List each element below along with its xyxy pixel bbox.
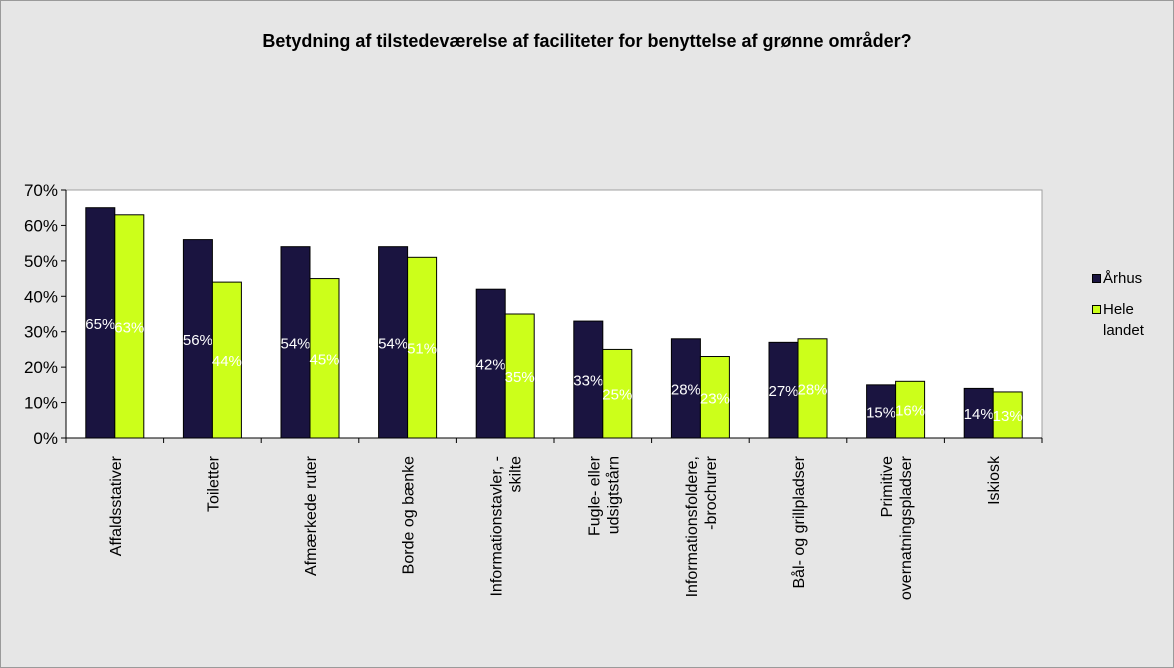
- x-tick-label: Borde og bænke: [401, 456, 418, 574]
- data-label: 33%: [573, 373, 603, 390]
- bar: [211, 281, 242, 439]
- bar: [963, 387, 994, 439]
- x-tick-label: Informationsfoldere,: [684, 456, 701, 597]
- data-label: 27%: [768, 383, 798, 400]
- bar: [182, 239, 213, 439]
- bar: [475, 288, 506, 439]
- x-tick-label: -brochurer: [703, 455, 720, 529]
- x-tick-label: Iskiosk: [986, 455, 1003, 505]
- x-tick-label: Affaldsstativer: [108, 455, 125, 556]
- data-label: 54%: [378, 335, 408, 352]
- y-tick-label: 60%: [24, 216, 58, 235]
- y-tick-label: 40%: [24, 287, 58, 306]
- data-label: 63%: [114, 319, 144, 336]
- data-label: 42%: [476, 357, 506, 374]
- bar: [407, 256, 438, 439]
- x-tick-label: Afmærkede ruter: [303, 455, 320, 576]
- data-label: 56%: [183, 332, 213, 349]
- legend-swatch-hele-landet: [1092, 305, 1101, 314]
- x-tick-label: udsigtstårn: [604, 456, 622, 534]
- x-tick-label: Fugle- eller: [586, 455, 603, 536]
- data-label: 13%: [993, 408, 1023, 425]
- x-tick-label: overnatningspladser: [898, 455, 915, 600]
- data-label: 14%: [964, 406, 994, 423]
- data-label: 35%: [505, 369, 535, 386]
- x-tick-label: skilte: [508, 456, 525, 493]
- data-label: 54%: [280, 335, 310, 352]
- data-label: 23%: [700, 390, 730, 407]
- data-label: 15%: [866, 404, 896, 421]
- bar: [866, 384, 897, 439]
- legend-label-hele-landet: Hele landet: [1103, 301, 1144, 339]
- y-tick-label: 30%: [24, 323, 58, 342]
- bar: [699, 356, 730, 439]
- legend-item-aarhus: Århus: [1092, 268, 1165, 289]
- y-tick-label: 10%: [24, 394, 58, 413]
- bar: [670, 338, 701, 439]
- y-tick-label: 50%: [24, 252, 58, 271]
- legend-swatch-aarhus: [1092, 274, 1101, 283]
- x-tick-label: Bål- og grillpladser: [790, 455, 808, 588]
- data-label: 25%: [602, 387, 632, 404]
- x-tick-label: Toiletter: [205, 455, 222, 512]
- x-tick-label: Informationstavler, -: [489, 456, 506, 597]
- data-label: 65%: [85, 316, 115, 333]
- bar: [992, 391, 1023, 439]
- bar: [309, 278, 340, 439]
- bar: [895, 380, 926, 439]
- bar: [602, 348, 633, 439]
- y-tick-label: 20%: [24, 358, 58, 377]
- bar: [573, 320, 604, 439]
- y-tick-label: 0%: [33, 429, 58, 448]
- y-tick-label: 70%: [24, 181, 58, 200]
- data-label: 16%: [895, 403, 925, 420]
- data-label: 51%: [407, 341, 437, 358]
- legend-label-aarhus: Århus: [1103, 270, 1143, 287]
- data-label: 28%: [797, 381, 827, 398]
- bar: [114, 214, 145, 439]
- x-tick-label: Primitive: [879, 456, 896, 517]
- data-label: 45%: [309, 351, 339, 368]
- bar: [378, 246, 409, 439]
- data-label: 28%: [671, 381, 701, 398]
- bar: [797, 338, 828, 439]
- bar: [504, 313, 535, 439]
- chart-title: Betydning af tilstedeværelse af facilite…: [262, 31, 912, 51]
- legend: Århus Hele landet: [1092, 268, 1165, 351]
- data-label: 44%: [212, 353, 242, 370]
- legend-item-hele-landet: Hele landet: [1092, 299, 1165, 341]
